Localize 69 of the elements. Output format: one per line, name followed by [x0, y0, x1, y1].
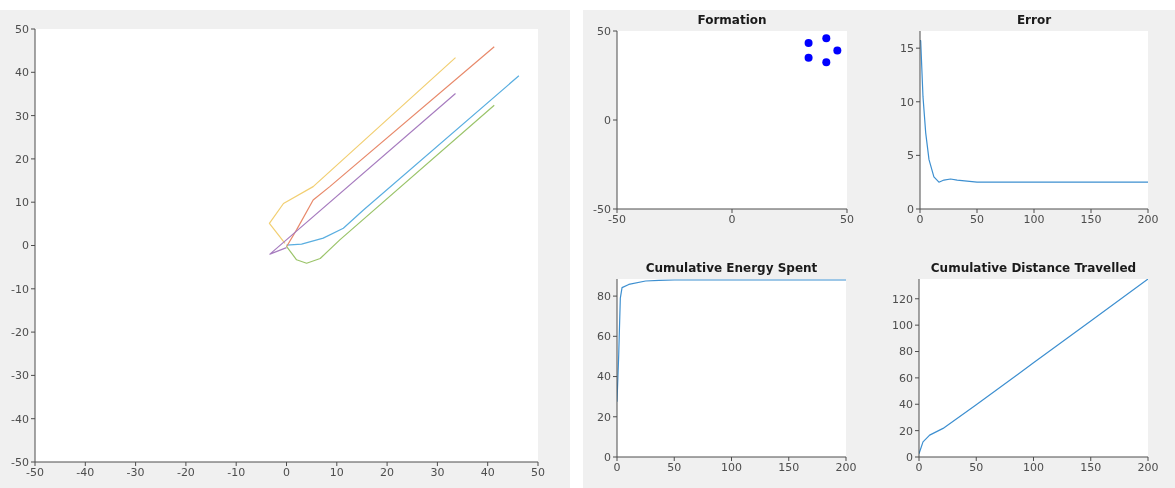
x-tick-label: 50 — [840, 212, 854, 226]
y-tick-label: 0 — [907, 202, 914, 216]
x-tick-label: 50 — [531, 465, 545, 479]
y-tick-label: 15 — [900, 42, 914, 56]
x-tick-label: 100 — [1023, 212, 1045, 226]
x-tick-label: 200 — [1137, 212, 1159, 226]
x-tick-label: -20 — [176, 465, 195, 479]
y-tick-label: -20 — [11, 326, 29, 340]
y-tick-label: 0 — [22, 239, 29, 253]
line-series — [268, 56, 457, 244]
x-tick-label: 200 — [835, 460, 857, 474]
y-tick-label: 80 — [597, 290, 611, 303]
x-tick-label: -30 — [126, 465, 145, 479]
x-tick-label: 0 — [283, 465, 290, 479]
x-tick-label: -10 — [227, 465, 246, 479]
x-tick-label: 150 — [778, 460, 800, 474]
y-tick-label: 50 — [597, 24, 611, 38]
x-tick-label: 50 — [969, 460, 984, 474]
line-series — [285, 75, 520, 246]
point — [822, 58, 831, 67]
x-tick-label: 150 — [1080, 212, 1102, 226]
x-tick-label: 0 — [728, 212, 736, 226]
y-tick-label: 20 — [15, 152, 29, 166]
y-tick-label: 40 — [15, 66, 29, 80]
x-tick-label: 100 — [721, 460, 742, 474]
x-tick-label: 200 — [1137, 460, 1159, 474]
chart-title: Formation — [696, 13, 768, 27]
x-tick-label: 10 — [329, 465, 344, 479]
chart-title: Error — [1015, 13, 1053, 27]
y-tick-label: 40 — [597, 370, 611, 384]
y-tick-label: -50 — [593, 202, 611, 216]
y-tick-label: 120 — [892, 292, 913, 306]
y-tick-label: 60 — [597, 330, 611, 344]
point — [804, 53, 813, 62]
chart-title: Cumulative Distance Travelled — [929, 261, 1138, 275]
y-tick-label: -30 — [11, 369, 29, 383]
y-tick-label: 80 — [899, 345, 913, 359]
point — [822, 34, 831, 43]
x-tick-label: 50 — [667, 460, 682, 474]
y-tick-label: 100 — [892, 319, 913, 333]
x-tick-label: 0 — [916, 212, 924, 226]
y-tick-label: 5 — [907, 149, 914, 163]
y-tick-label: 20 — [597, 410, 611, 424]
x-tick-label: -40 — [76, 465, 95, 479]
y-tick-label: -10 — [11, 282, 29, 296]
chart-title: Cumulative Energy Spent — [644, 261, 819, 275]
point — [833, 46, 842, 55]
x-tick-label: 30 — [430, 465, 445, 479]
y-tick-label: 0 — [906, 450, 913, 464]
point — [804, 38, 813, 47]
y-tick-label: 30 — [15, 109, 29, 123]
x-tick-label: 0 — [613, 460, 621, 474]
y-tick-label: 20 — [899, 424, 913, 438]
x-tick-label: 20 — [380, 465, 395, 479]
x-tick-label: 150 — [1080, 460, 1102, 474]
y-tick-label: 40 — [899, 398, 913, 412]
y-tick-label: -40 — [11, 412, 29, 426]
y-tick-label: 0 — [604, 113, 611, 127]
line-series — [285, 104, 495, 264]
y-tick-label: 50 — [15, 22, 29, 36]
y-tick-label: 10 — [900, 95, 914, 109]
x-tick-label: 40 — [480, 465, 495, 479]
x-tick-label: 50 — [970, 212, 984, 226]
y-tick-label: 60 — [899, 371, 913, 385]
y-tick-label: 0 — [604, 450, 611, 464]
x-tick-label: 100 — [1023, 460, 1044, 474]
line-series — [285, 46, 495, 248]
x-tick-label: -50 — [26, 465, 44, 479]
y-tick-label: 10 — [15, 196, 29, 210]
